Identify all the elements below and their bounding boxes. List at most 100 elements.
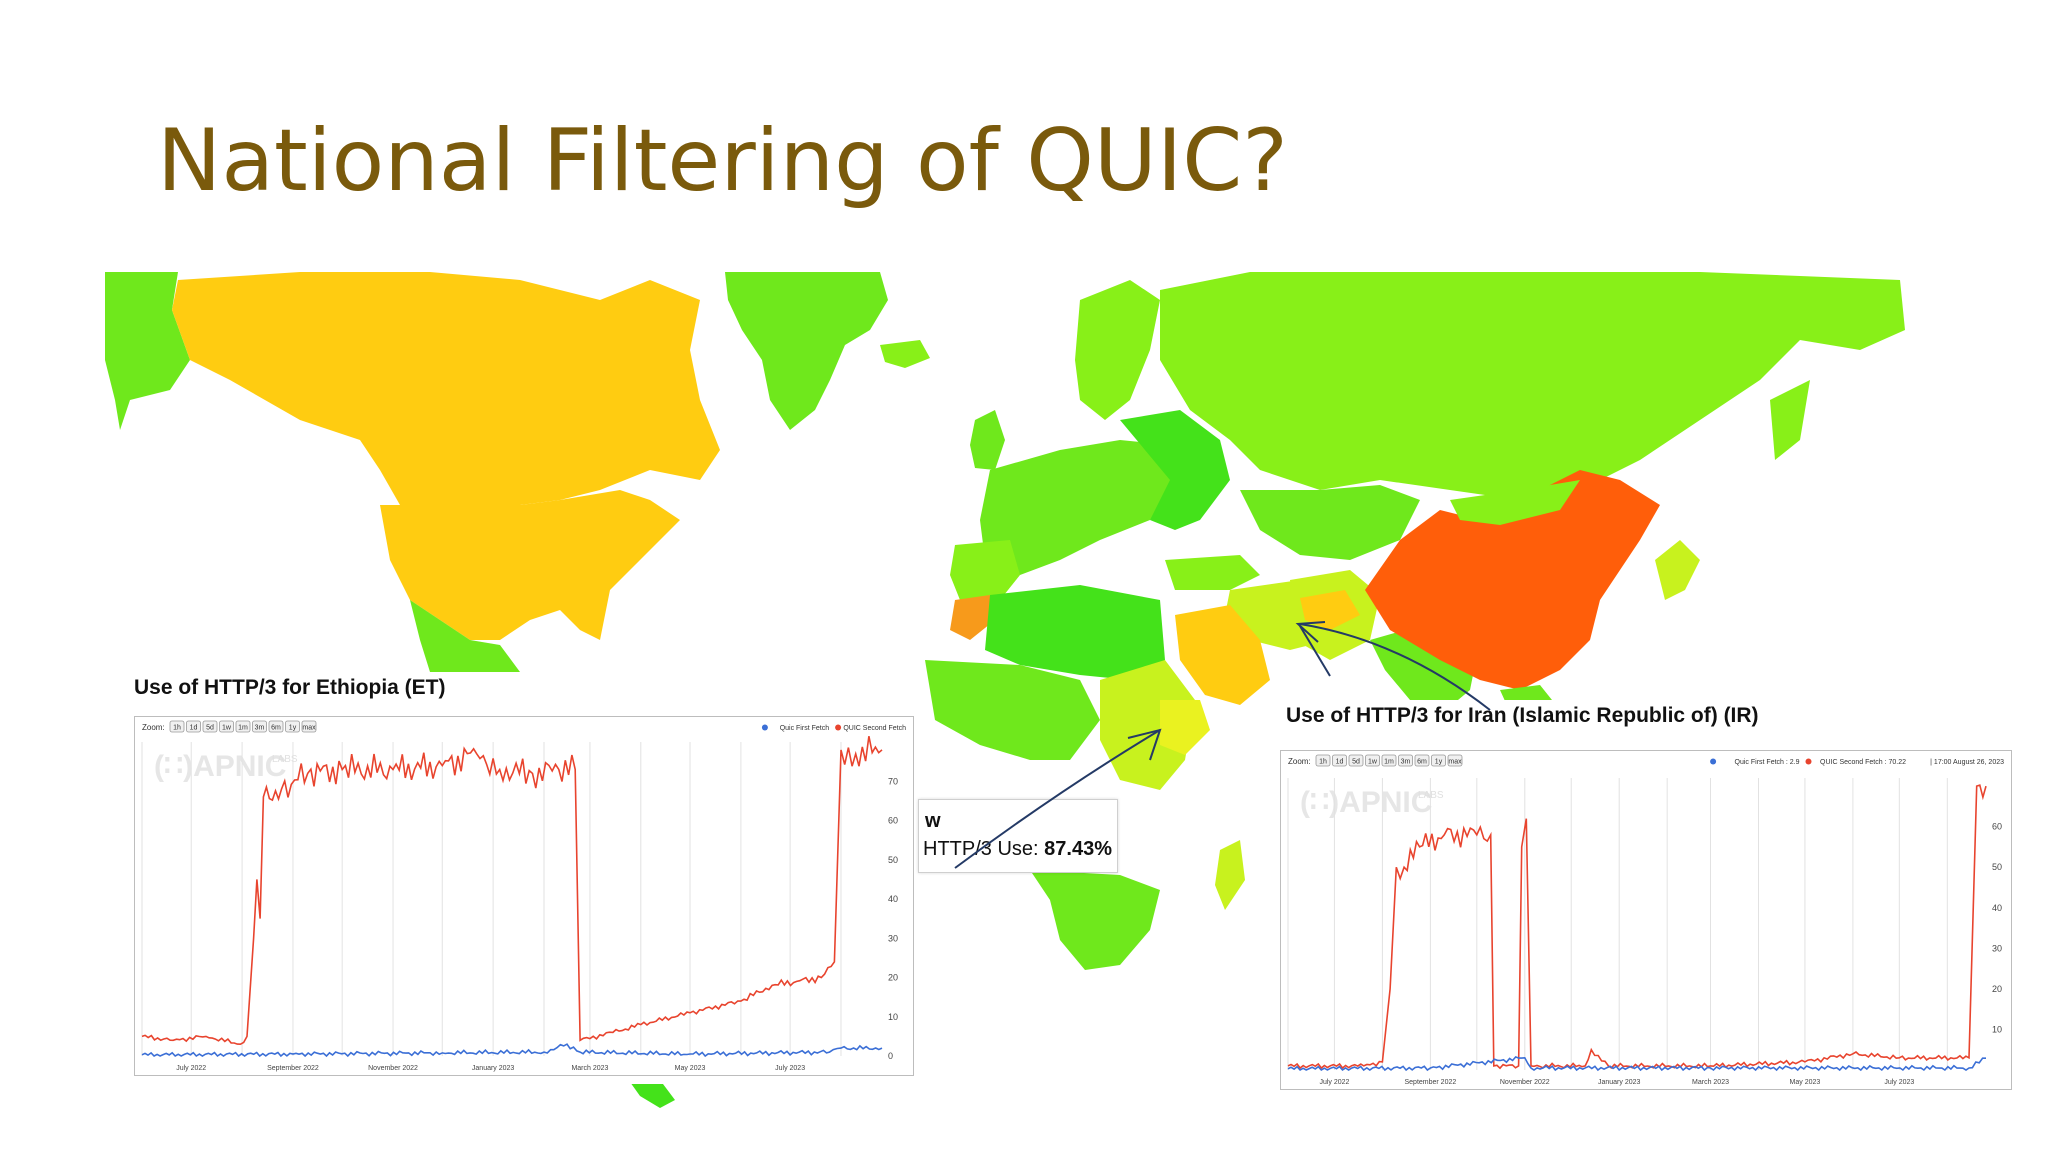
zoom-button-6m[interactable]: 6m (1414, 754, 1430, 767)
map-madagascar[interactable] (1215, 840, 1245, 910)
iran-panel: Use of HTTP/3 for Iran (Islamic Republic… (1276, 700, 2016, 1092)
map-canada[interactable] (172, 272, 720, 505)
zoom-button-label: 3m (1401, 759, 1411, 766)
zoom-button-label: 1d (1336, 759, 1344, 766)
map-greenland[interactable] (725, 272, 888, 430)
x-tick-label: July 2023 (1884, 1079, 1914, 1086)
zoom-button-label: 1m (238, 725, 248, 732)
zoom-button-3m[interactable]: 3m (252, 720, 267, 733)
map-kazakhstan[interactable] (1240, 485, 1420, 560)
x-tick-label: November 2022 (368, 1065, 418, 1072)
zoom-button-label: 1m (1384, 759, 1394, 766)
y-tick-label: 50 (1992, 862, 2002, 872)
zoom-button-label: 5d (206, 725, 214, 732)
map-iberia[interactable] (950, 540, 1020, 600)
map-afghanistan[interactable] (1300, 590, 1360, 630)
y-tick-label: 40 (1992, 903, 2002, 913)
map-eastern-europe[interactable] (1120, 410, 1230, 530)
map-ethiopia[interactable] (1160, 700, 1210, 755)
map-iceland[interactable] (880, 340, 930, 368)
iran-chart-title: Use of HTTP/3 for Iran (Islamic Republic… (1286, 704, 1759, 727)
map-uk[interactable] (970, 410, 1005, 470)
map-tooltip: w HTTP/3 Use: 87.43% (918, 799, 1118, 873)
watermark-sub: LABS (1418, 790, 1444, 801)
legend-marker (1805, 758, 1812, 765)
chart-frame (1280, 750, 2012, 1090)
x-tick-label: January 2023 (472, 1065, 515, 1072)
zoom-button-1h[interactable]: 1h (1315, 754, 1331, 767)
y-tick-label: 50 (888, 855, 898, 865)
zoom-button-label: 5d (1352, 759, 1360, 766)
zoom-button-1w[interactable]: 1w (1365, 754, 1380, 767)
y-tick-label: 40 (888, 894, 898, 904)
series-line (1287, 1055, 1986, 1072)
watermark-sub: LABS (272, 754, 298, 765)
map-kamchatka[interactable] (1770, 380, 1810, 460)
x-tick-label: September 2022 (1405, 1079, 1457, 1086)
y-tick-label: 30 (888, 933, 898, 943)
zoom-button-1y[interactable]: 1y (285, 720, 300, 733)
map-mongolia[interactable] (1450, 480, 1580, 525)
x-tick-label: July 2022 (176, 1065, 206, 1072)
zoom-button-label: 1d (190, 725, 198, 732)
zoom-button-max[interactable]: max (301, 720, 317, 733)
zoom-button-1w[interactable]: 1w (219, 720, 234, 733)
watermark-logo: (∷)APNIC (154, 750, 286, 783)
x-tick-label: March 2023 (1692, 1079, 1729, 1086)
chart-frame (134, 716, 914, 1076)
series-line (141, 1043, 883, 1058)
y-tick-label: 60 (1992, 822, 2002, 832)
map-south-africa[interactable] (1030, 870, 1160, 970)
series-line (141, 736, 883, 1046)
map-north-africa[interactable] (985, 585, 1165, 680)
zoom-button-label: 1h (1319, 759, 1327, 766)
map-turkey[interactable] (1165, 555, 1260, 590)
map-west-africa[interactable] (925, 660, 1100, 760)
map-usa[interactable] (380, 490, 680, 640)
y-tick-label: 20 (1992, 984, 2002, 994)
map-russia[interactable] (1160, 272, 1905, 500)
zoom-label: Zoom: (1288, 757, 1311, 766)
legend-marker (1710, 758, 1717, 765)
zoom-button-3m[interactable]: 3m (1398, 754, 1413, 767)
zoom-button-label: 1y (1435, 759, 1443, 766)
zoom-button-1m[interactable]: 1m (235, 720, 251, 733)
series-line (1287, 784, 1987, 1070)
zoom-button-6m[interactable]: 6m (268, 720, 284, 733)
legend-label: Quic First Fetch (780, 725, 830, 732)
zoom-button-1h[interactable]: 1h (169, 720, 185, 733)
map-saudi-arabia[interactable] (1175, 605, 1270, 705)
x-tick-label: January 2023 (1598, 1079, 1641, 1086)
zoom-button-5d[interactable]: 5d (202, 720, 218, 733)
map-japan[interactable] (1655, 540, 1700, 600)
zoom-button-1d[interactable]: 1d (1332, 754, 1347, 767)
y-tick-label: 20 (888, 973, 898, 983)
zoom-button-label: 6m (1417, 759, 1427, 766)
map-scandinavia[interactable] (1075, 280, 1160, 420)
legend-label: Quic First Fetch : 2.9 (1735, 759, 1800, 766)
legend-extra: | 17:00 August 26, 2023 (1930, 759, 2004, 766)
zoom-button-label: 1w (222, 725, 232, 732)
y-tick-label: 10 (888, 1012, 898, 1022)
map-mexico[interactable] (410, 600, 520, 672)
x-tick-label: July 2022 (1319, 1079, 1349, 1086)
legend-marker (761, 724, 768, 731)
slide-title: National Filtering of QUIC? (157, 111, 1288, 211)
legend-label: QUIC Second Fetch : 70.22 (1820, 759, 1906, 766)
ethiopia-panel: Use of HTTP/3 for Ethiopia (ET) Zoom: 1h 1… (120, 672, 920, 1084)
tooltip-heading: w (925, 810, 941, 832)
zoom-button-1d[interactable]: 1d (186, 720, 201, 733)
tooltip-value: 87.43% (1044, 838, 1112, 860)
map-morocco[interactable] (950, 595, 995, 640)
zoom-button-label: 1y (289, 725, 297, 732)
map-western-europe[interactable] (980, 440, 1175, 575)
zoom-button-max[interactable]: max (1447, 754, 1463, 767)
ethiopia-chart: Zoom: 1h 1d 5d 1w 1m 3m 6m 1y max QUIC Second Fetc… (134, 716, 914, 1076)
zoom-button-1m[interactable]: 1m (1381, 754, 1397, 767)
zoom-button-label: max (302, 725, 316, 732)
y-tick-label: 10 (1992, 1024, 2002, 1034)
zoom-button-5d[interactable]: 5d (1348, 754, 1364, 767)
map-alaska[interactable] (105, 272, 190, 430)
zoom-button-1y[interactable]: 1y (1431, 754, 1446, 767)
x-tick-label: March 2023 (571, 1065, 608, 1072)
